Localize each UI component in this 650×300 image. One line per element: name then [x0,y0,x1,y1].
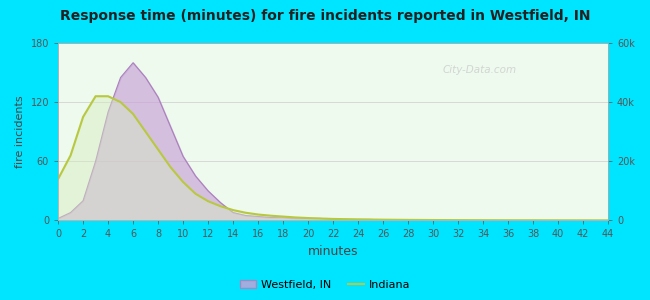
Y-axis label: fire incidents: fire incidents [15,95,25,168]
Text: City-Data.com: City-Data.com [443,64,517,75]
X-axis label: minutes: minutes [308,245,358,258]
Legend: Westfield, IN, Indiana: Westfield, IN, Indiana [235,276,415,294]
Text: Response time (minutes) for fire incidents reported in Westfield, IN: Response time (minutes) for fire inciden… [60,9,590,23]
